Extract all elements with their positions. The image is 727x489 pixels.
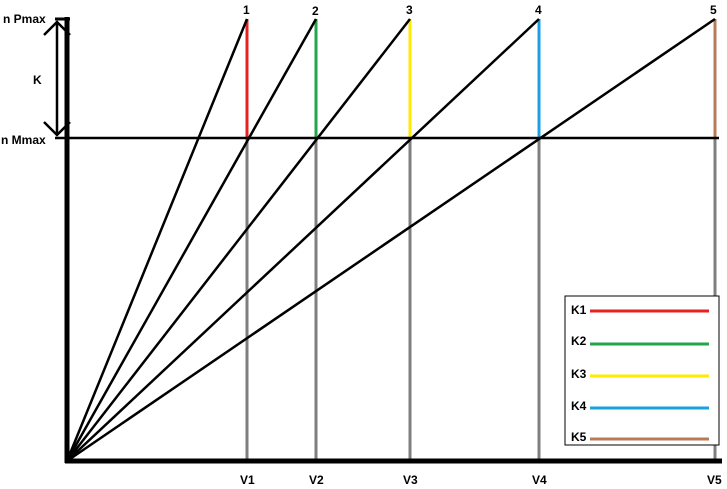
gear-number-3: 3 <box>406 3 413 17</box>
legend: K1 K2 K3 K4 K5 <box>564 295 720 446</box>
legend-label-k3: K3 <box>571 367 587 381</box>
y-label-pmax: n Pmax <box>3 12 46 26</box>
gear-number-2: 2 <box>312 4 319 18</box>
gear-number-5: 5 <box>710 3 717 17</box>
y-label-mmax: n Mmax <box>1 133 46 147</box>
k-segments <box>245 19 717 138</box>
gear-number-4: 4 <box>535 3 542 17</box>
speed-label-v3: V3 <box>403 473 418 487</box>
legend-label-k4: K4 <box>571 399 587 413</box>
legend-box <box>564 295 720 446</box>
gear-line-4 <box>66 18 540 462</box>
speed-label-v4: V4 <box>532 473 547 487</box>
gear-ratio-lines <box>65 17 716 463</box>
gear-line-5 <box>66 17 716 463</box>
gear-line-3 <box>66 18 411 462</box>
gear-number-1: 1 <box>243 3 250 17</box>
legend-label-k5: K5 <box>571 430 587 444</box>
gear-line-1 <box>65 18 249 462</box>
legend-label-k1: K1 <box>571 303 587 317</box>
gear-line-2 <box>65 18 318 462</box>
speed-label-v1: V1 <box>240 473 255 487</box>
speed-label-v5: V5 <box>707 473 722 487</box>
k-label: K <box>33 73 42 87</box>
speed-label-v2: V2 <box>309 473 324 487</box>
legend-label-k2: K2 <box>571 334 587 348</box>
k-double-arrow <box>43 20 71 137</box>
